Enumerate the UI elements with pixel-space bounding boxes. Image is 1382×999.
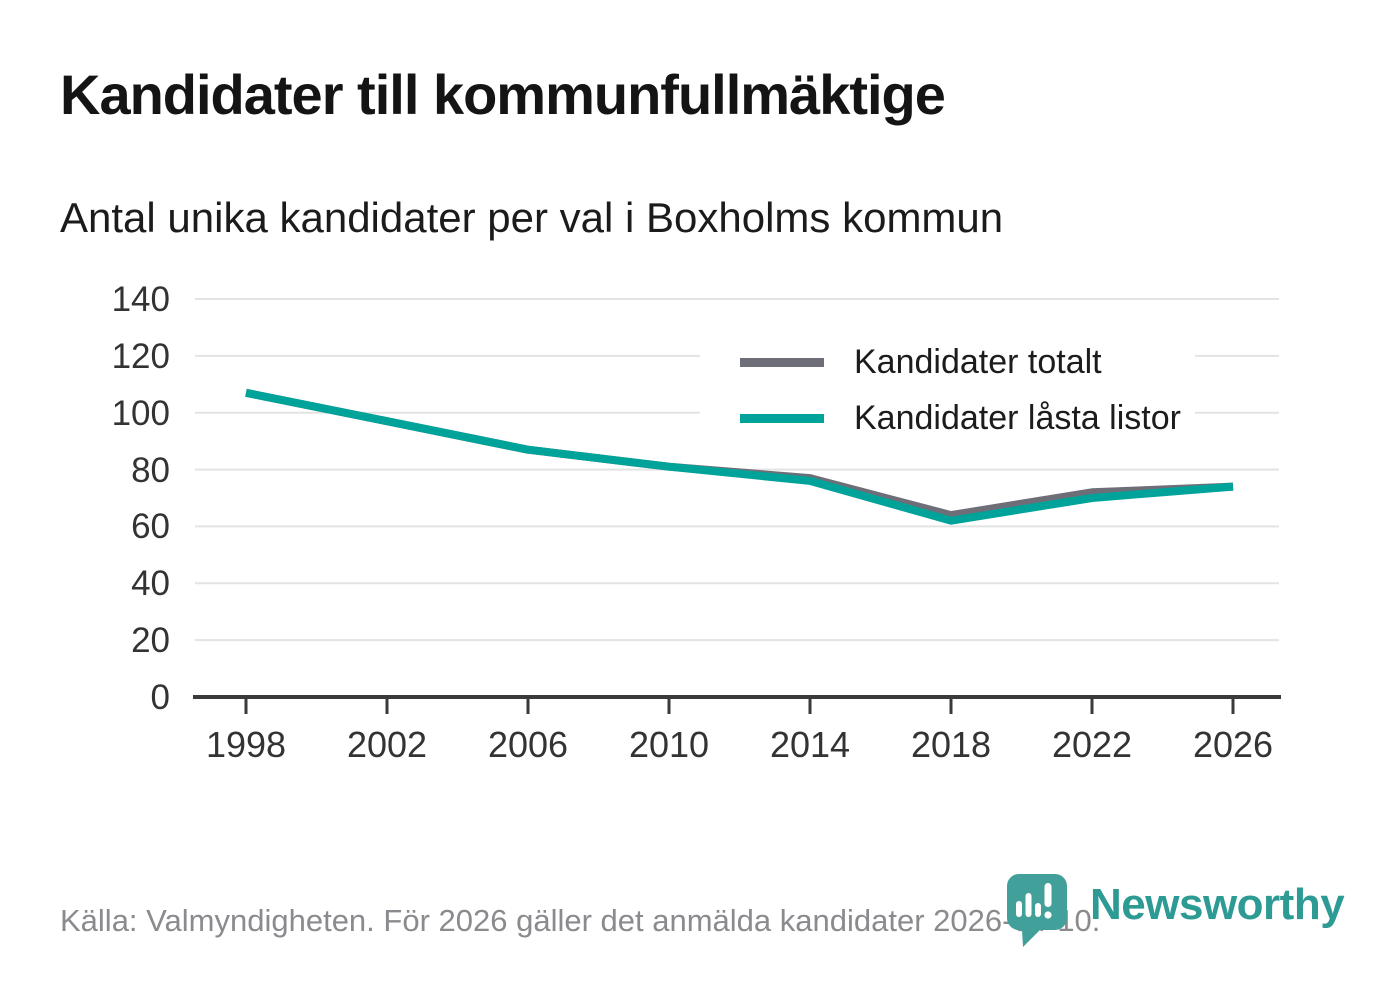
series-line-kandidater-lasta-listor: [245, 388, 1234, 525]
y-tick-label: 60: [131, 507, 170, 546]
y-tick-label: 120: [112, 337, 170, 376]
y-axis-labels: 140 120 100 80 60 40 20 0: [112, 280, 170, 717]
legend-item-totalt: Kandidater totalt: [740, 334, 1181, 390]
x-tick-label: 2010: [629, 724, 709, 765]
x-tick-label: 2006: [488, 724, 568, 765]
y-tick-label: 80: [131, 451, 170, 490]
x-tick-label: 2018: [911, 724, 991, 765]
chart-subtitle: Antal unika kandidater per val i Boxholm…: [60, 194, 1004, 241]
y-tick-label: 20: [131, 621, 170, 660]
source-note: Källa: Valmyndigheten. För 2026 gäller d…: [60, 903, 1101, 938]
x-tick-label: 2026: [1193, 724, 1273, 765]
x-tick-label: 1998: [206, 724, 286, 765]
legend-label-lasta-listor: Kandidater låsta listor: [854, 398, 1181, 437]
newsworthy-speech-bubble-bar-chart-icon: [1007, 874, 1067, 947]
legend-swatch-lasta-listor: [740, 413, 824, 423]
x-tick-label: 2022: [1052, 724, 1132, 765]
y-tick-label: 100: [112, 394, 170, 433]
legend-item-lasta-listor: Kandidater låsta listor: [740, 390, 1181, 446]
chart-title: Kandidater till kommunfullmäktige: [60, 63, 946, 126]
series-lines: [245, 388, 1234, 525]
legend-swatch-totalt: [740, 357, 824, 367]
x-tick-label: 2014: [770, 724, 850, 765]
y-tick-label: 0: [151, 678, 170, 717]
legend-label-totalt: Kandidater totalt: [854, 342, 1102, 381]
y-tick-label: 40: [131, 564, 170, 603]
x-tick-label: 2002: [347, 724, 427, 765]
line-chart: 140 120 100 80 60 40 20 0 1998 2002 2006…: [112, 280, 1281, 765]
newsworthy-logo: Newsworthy: [1006, 874, 1345, 948]
x-axis-labels: 1998 2002 2006 2010 2014 2018 2022 2026: [206, 724, 1273, 765]
newsworthy-wordmark: Newsworthy: [1090, 880, 1345, 929]
chart-legend: Kandidater totalt Kandidater låsta listo…: [700, 330, 1195, 450]
x-axis-ticks: [244, 699, 1235, 714]
y-tick-label: 140: [112, 280, 170, 319]
